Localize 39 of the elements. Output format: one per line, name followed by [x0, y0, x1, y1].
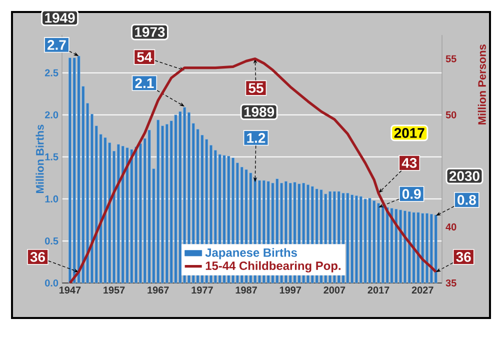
annotation: 0.8: [458, 194, 476, 205]
y-tick-label: 1.0: [45, 195, 58, 202]
annotation: 1989: [244, 106, 274, 117]
x-tick-label: 2027: [412, 286, 434, 294]
annotation: 2.1: [135, 78, 154, 88]
x-tick-label: 2017: [368, 286, 390, 294]
annotation: 54: [137, 52, 152, 62]
x-tick-label: 1997: [280, 286, 302, 294]
y-tick-label: 2.5: [44, 69, 58, 76]
y-tick-label: 1.5: [45, 153, 58, 160]
x-tick-label: 1957: [104, 286, 125, 294]
y-tick-label: 0.0: [45, 279, 58, 287]
text: 1949: [45, 12, 75, 23]
y-tick-label: 0.5: [45, 237, 58, 244]
annotation: 1973: [135, 27, 165, 37]
annotation: 36: [456, 252, 471, 262]
annotation: 2017: [394, 128, 424, 138]
x-tick-label: 1977: [192, 286, 213, 294]
annotation: 36: [30, 252, 46, 262]
x-tick-label: 1987: [236, 286, 257, 294]
legend-label: Japanese Births: [205, 248, 297, 260]
text: 2030: [449, 171, 480, 182]
y2-tick-label: 50: [446, 111, 456, 118]
bar: [354, 195, 358, 284]
x-tick-label: 1947: [59, 286, 81, 294]
legend-label: 15-44 Childbearing Pop.: [206, 261, 340, 272]
x-tick-label: 1967: [148, 286, 169, 294]
y2-tick-label: 55: [446, 55, 456, 62]
annotation: 0.9: [402, 189, 421, 199]
y2-tick-label: 40: [446, 223, 456, 230]
y-tick-label: 2.0: [44, 111, 58, 118]
annotation: 1.2: [247, 133, 266, 143]
annotation: 2.7: [48, 40, 66, 50]
x-tick-label: 2007: [324, 286, 346, 294]
annotation: 43: [402, 158, 417, 168]
y2-tick-label: 35: [446, 279, 456, 287]
y-axis-title: Million Births: [36, 124, 44, 193]
y2-axis-title: Million Persons: [478, 44, 486, 124]
annotation: 55: [248, 83, 264, 93]
